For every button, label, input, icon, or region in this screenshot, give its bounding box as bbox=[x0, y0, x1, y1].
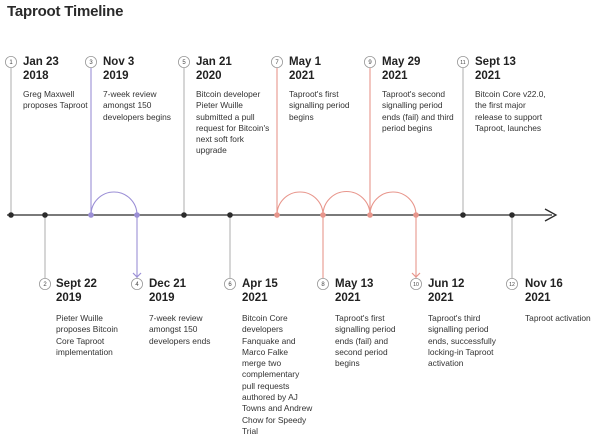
down-arrow-icon-4 bbox=[132, 272, 142, 278]
event-10: Jun 12 2021 Taproot's third signalling per… bbox=[428, 277, 508, 369]
signalling-period-arc-1 bbox=[276, 191, 324, 216]
number-badge-4 bbox=[130, 277, 143, 290]
timeline-dot-9 bbox=[367, 212, 373, 218]
event-date-line1: Sept 13 bbox=[475, 56, 516, 68]
event-date-line2: 2021 bbox=[242, 292, 268, 304]
event-date: Apr 15 2021 bbox=[242, 277, 320, 305]
number-badge-label-9: 9 bbox=[368, 60, 372, 66]
event-description: 7-week review amongst 150 developers beg… bbox=[103, 89, 171, 122]
event-description: Bitcoin Core developers Fanquake and Mar… bbox=[242, 313, 313, 436]
timeline-dot-2 bbox=[42, 212, 48, 218]
event-date: Sept 22 2019 bbox=[56, 277, 131, 305]
number-badge-6 bbox=[223, 277, 236, 290]
event-date-line2: 2021 bbox=[289, 70, 315, 82]
number-badge-11 bbox=[456, 56, 469, 69]
event-date-line1: Nov 3 bbox=[103, 56, 135, 68]
timeline-dot-4 bbox=[134, 212, 140, 218]
event-date-line1: Jan 23 bbox=[23, 56, 59, 68]
number-badge-5 bbox=[177, 56, 190, 69]
event-date-line2: 2020 bbox=[196, 70, 222, 82]
event-description: Bitcoin Core v22.0, the first major rele… bbox=[475, 89, 546, 133]
number-badge-label-6: 6 bbox=[228, 282, 232, 288]
event-date-line2: 2021 bbox=[335, 292, 361, 304]
event-description: 7-week review amongst 150 developers end… bbox=[149, 313, 211, 346]
event-date: Jan 21 2020 bbox=[196, 55, 232, 83]
event-date-line1: May 29 bbox=[382, 56, 421, 68]
event-date: Sept 13 2021 bbox=[475, 55, 516, 83]
event-date-line1: Dec 21 bbox=[149, 278, 187, 290]
event-date: May 13 2021 bbox=[335, 277, 415, 305]
timeline-dot-5 bbox=[181, 212, 187, 218]
event-date-line2: 2021 bbox=[382, 70, 408, 82]
number-badge-9 bbox=[363, 56, 376, 69]
signalling-period-arc-3 bbox=[369, 191, 417, 216]
number-badge-label-5: 5 bbox=[182, 60, 186, 66]
event-date-line2: 2021 bbox=[428, 292, 454, 304]
number-badge-12 bbox=[505, 277, 518, 290]
event-description: Taproot's first signalling period begins bbox=[289, 89, 350, 122]
event-date-line1: Jan 21 bbox=[196, 56, 232, 68]
timeline-dot-7 bbox=[274, 212, 280, 218]
event-date-line2: 2019 bbox=[103, 70, 129, 82]
timeline-dot-12 bbox=[509, 212, 515, 218]
timeline-dot-11 bbox=[460, 212, 466, 218]
event-description: Taproot's second signalling period ends … bbox=[382, 89, 454, 133]
timeline-dot-8 bbox=[320, 212, 326, 218]
event-description: Pieter Wuille proposes Bitcoin Core Tapr… bbox=[56, 313, 118, 357]
event-12: Nov 16 2021 Taproot activation bbox=[525, 277, 600, 324]
number-badge-label-4: 4 bbox=[135, 282, 139, 288]
number-badge-label-2: 2 bbox=[43, 282, 47, 288]
event-date-line2: 2021 bbox=[475, 70, 501, 82]
event-date-line1: Jun 12 bbox=[428, 278, 465, 290]
number-badge-label-11: 11 bbox=[460, 60, 465, 66]
page-title: Taproot Timeline bbox=[7, 3, 124, 20]
event-8: May 13 2021 Taproot's first signalling per… bbox=[335, 277, 415, 369]
event-date-line1: Sept 22 bbox=[56, 278, 97, 290]
number-badge-label-7: 7 bbox=[275, 60, 279, 66]
number-badge-2 bbox=[39, 277, 52, 290]
number-badge-label-1: 1 bbox=[9, 60, 13, 66]
event-description: Taproot activation bbox=[525, 313, 591, 323]
number-badge-label-12: 12 bbox=[509, 282, 515, 288]
event-date: Jun 12 2021 bbox=[428, 277, 508, 305]
event-date: May 1 2021 bbox=[289, 55, 321, 83]
event-date: Nov 16 2021 bbox=[525, 277, 600, 305]
event-6: Apr 15 2021 Bitcoin Core developers Fanqua… bbox=[242, 277, 320, 437]
timeline-dot-1 bbox=[8, 212, 14, 218]
event-date-line1: May 1 bbox=[289, 56, 321, 68]
axis-arrow-icon bbox=[544, 208, 558, 222]
event-2: Sept 22 2019 Pieter Wuille proposes Bitcoi… bbox=[56, 277, 131, 358]
event-description: Bitcoin developer Pieter Wuille submitte… bbox=[196, 89, 270, 156]
event-date: Nov 3 2019 bbox=[103, 55, 134, 83]
down-arrow-icon-10 bbox=[411, 272, 421, 278]
number-badge-label-8: 8 bbox=[321, 282, 325, 288]
signalling-period-arc-2 bbox=[322, 191, 371, 216]
event-date-line2: 2018 bbox=[23, 70, 49, 82]
number-badge-label-10: 10 bbox=[413, 282, 419, 288]
number-badge-label-3: 3 bbox=[89, 60, 93, 66]
event-date-line2: 2019 bbox=[56, 292, 82, 304]
event-date: May 29 2021 bbox=[382, 55, 420, 83]
event-date-line1: Apr 15 bbox=[242, 278, 278, 290]
event-date: Jan 23 2018 bbox=[23, 55, 59, 83]
event-date-line1: May 13 bbox=[335, 278, 374, 290]
timeline-dot-6 bbox=[227, 212, 233, 218]
event-description: Taproot's first signalling period ends (… bbox=[335, 313, 396, 369]
event-description: Greg Maxwell proposes Taproot bbox=[23, 89, 88, 111]
timeline-dot-3 bbox=[88, 212, 94, 218]
event-date-line1: Nov 16 bbox=[525, 278, 563, 290]
event-date-line2: 2019 bbox=[149, 292, 175, 304]
number-badge-7 bbox=[270, 56, 283, 69]
number-badge-1 bbox=[5, 56, 17, 69]
event-date-line2: 2021 bbox=[525, 292, 551, 304]
timeline-dot-10 bbox=[413, 212, 419, 218]
event-date: Dec 21 2019 bbox=[149, 277, 224, 305]
event-4: Dec 21 2019 7-week review amongst 150 deve… bbox=[149, 277, 224, 347]
event-description: Taproot's third signalling period ends, … bbox=[428, 313, 496, 369]
review-period-arc bbox=[90, 191, 138, 216]
number-badge-10 bbox=[409, 277, 422, 290]
number-badge-8 bbox=[316, 277, 329, 290]
number-badge-3 bbox=[85, 56, 98, 69]
